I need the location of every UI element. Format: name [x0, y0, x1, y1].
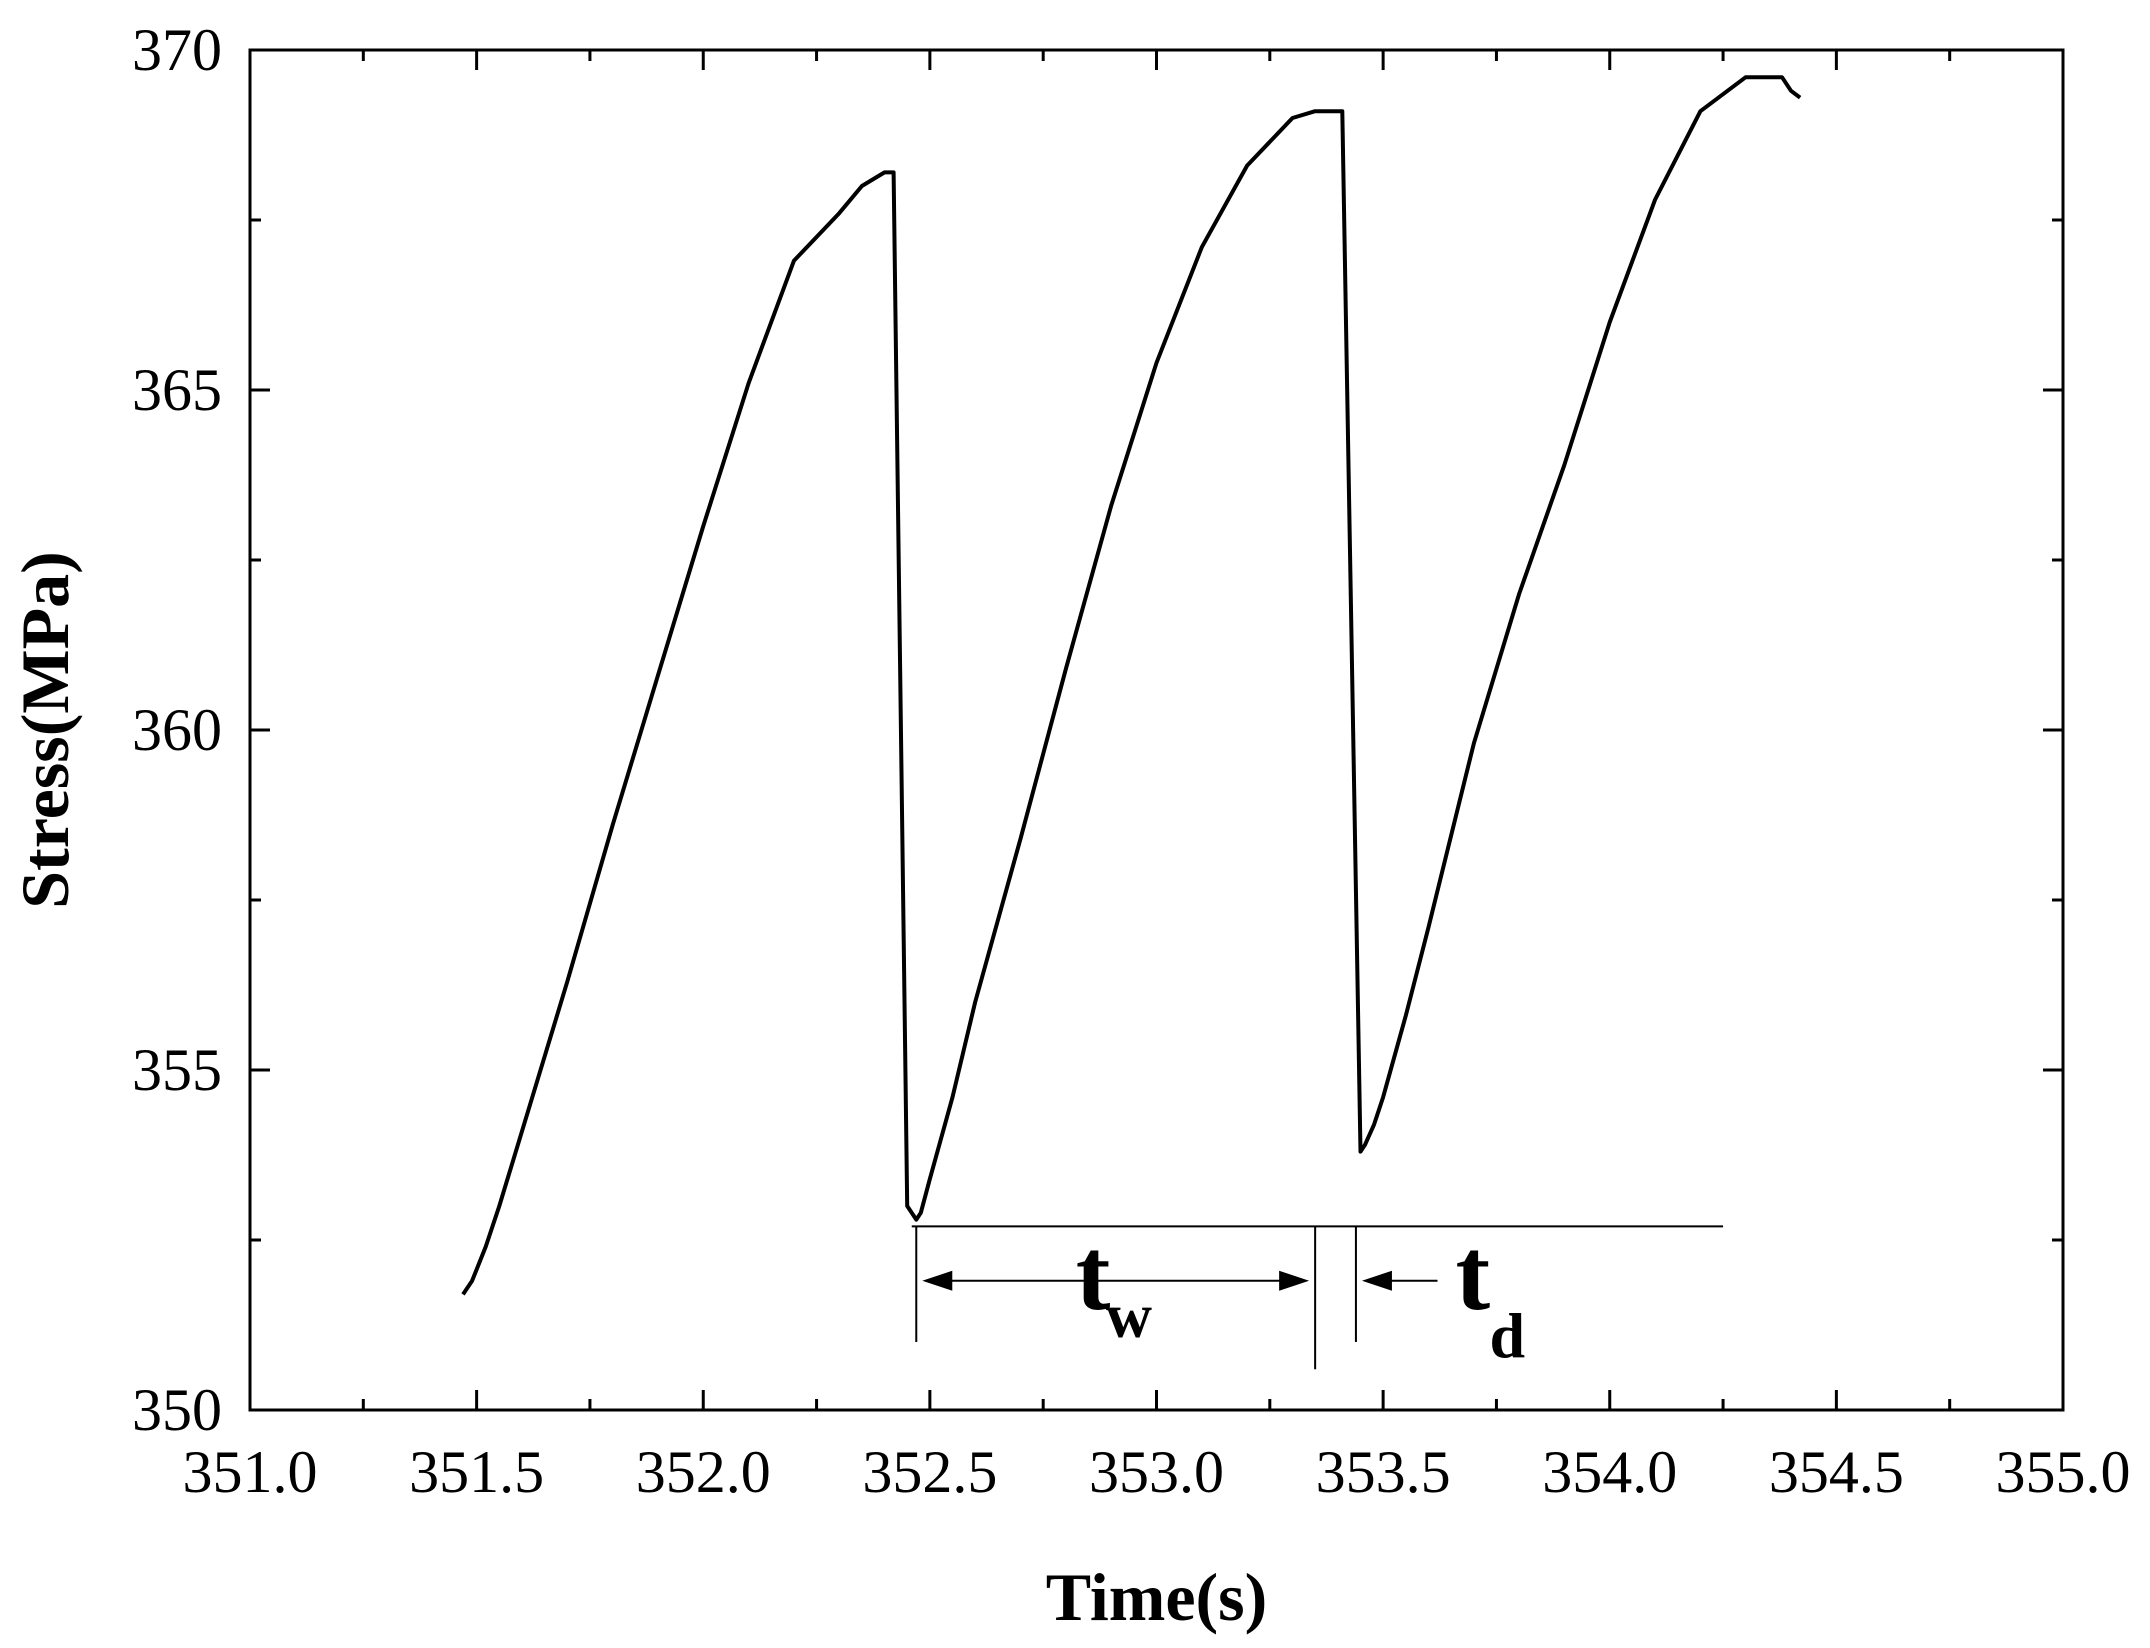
td-label-subscript: d	[1490, 1300, 1526, 1371]
x-tick-label: 351.0	[183, 1439, 318, 1505]
stress-series-line	[461, 75, 1802, 1296]
y-axis-title: Stress(MPa)	[7, 551, 83, 909]
tw-arrowhead-right	[1279, 1270, 1310, 1291]
y-tick-label: 365	[132, 357, 222, 423]
x-tick-label: 355.0	[1996, 1439, 2131, 1505]
x-tick-label: 352.0	[636, 1439, 771, 1505]
x-axis-title: Time(s)	[1046, 1559, 1268, 1635]
x-tick-labels: 351.0 351.5 352.0 352.5 353.0 353.5 354.0 354.5…	[183, 1439, 2131, 1505]
series-group	[461, 75, 1802, 1296]
annotations: tw td	[911, 1217, 1724, 1371]
y-tick-label: 370	[132, 17, 222, 83]
y-tick-label: 350	[132, 1377, 222, 1443]
x-tick-label: 354.0	[1542, 1439, 1677, 1505]
td-label-main: t	[1456, 1217, 1491, 1332]
x-tick-label: 352.5	[862, 1439, 997, 1505]
x-tick-label: 354.5	[1769, 1439, 1904, 1505]
tw-label-subscript: w	[1106, 1280, 1152, 1351]
y-tick-labels: 350 355 360 365 370	[132, 17, 222, 1443]
y-tick-label: 360	[132, 697, 222, 763]
td-arrowhead	[1361, 1270, 1392, 1291]
x-tick-label: 353.5	[1316, 1439, 1451, 1505]
y-tick-label: 355	[132, 1037, 222, 1103]
x-tick-label: 351.5	[409, 1439, 544, 1505]
tw-arrowhead-left	[922, 1270, 953, 1291]
x-tick-label: 353.0	[1089, 1439, 1224, 1505]
tw-label-main: t	[1076, 1217, 1111, 1332]
plot-frame	[248, 48, 2065, 1412]
